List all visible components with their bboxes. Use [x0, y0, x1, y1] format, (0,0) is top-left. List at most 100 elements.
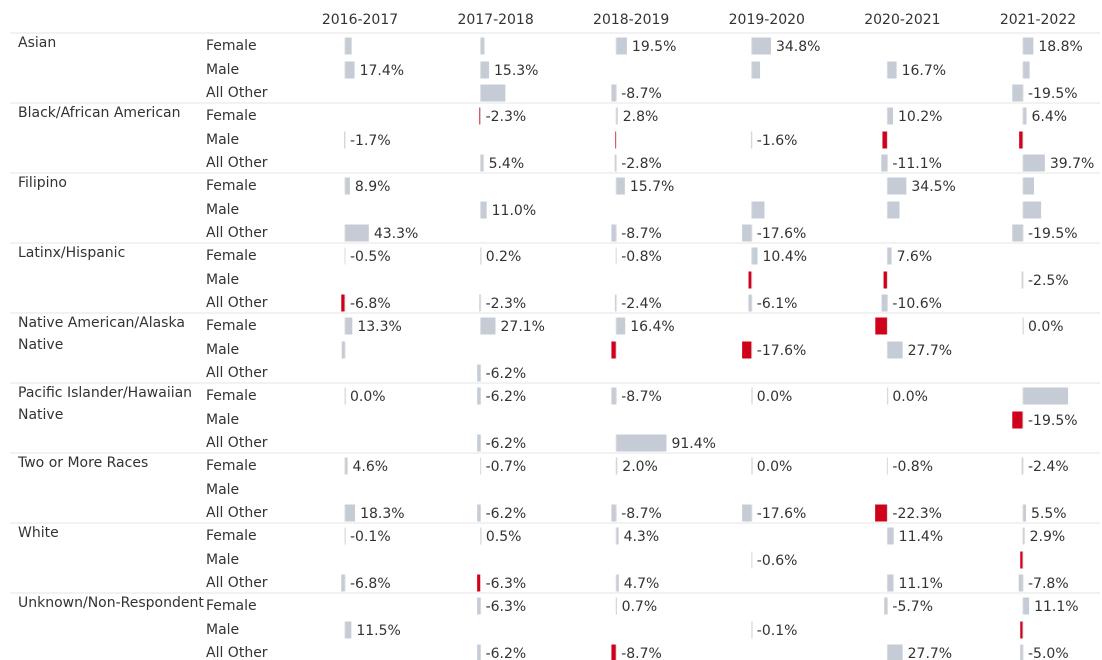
column-header: 2018-2019: [593, 12, 669, 28]
data-label: 34.8%: [776, 39, 820, 55]
data-label: 11.0%: [492, 203, 536, 219]
data-label: 4.6%: [353, 459, 389, 475]
subgroup-label: All Other: [206, 85, 268, 101]
bar: [616, 574, 619, 592]
bar: [611, 224, 617, 242]
subgroup-label: All Other: [206, 575, 268, 591]
bar: [614, 154, 617, 172]
subgroup-label: All Other: [206, 435, 268, 451]
data-label: -0.7%: [486, 459, 527, 475]
data-label: -8.7%: [621, 389, 662, 405]
subgroup-label: All Other: [206, 645, 268, 660]
column-header: 2020-2021: [864, 12, 940, 28]
bar: [345, 61, 355, 79]
data-label: 0.0%: [892, 389, 928, 405]
data-label: -19.5%: [1028, 226, 1078, 242]
data-label: 43.3%: [374, 226, 418, 242]
bar: [887, 644, 903, 660]
data-label: -17.6%: [757, 506, 807, 522]
data-label: -2.4%: [1028, 459, 1069, 475]
bar: [616, 107, 618, 125]
data-label: 34.5%: [911, 179, 955, 195]
bar: [611, 84, 617, 102]
bar: [748, 294, 752, 312]
bar: [1023, 107, 1027, 125]
data-label: 11.4%: [899, 529, 943, 545]
data-label: 16.4%: [630, 319, 674, 335]
subgroup-label: All Other: [206, 505, 268, 521]
column-header: 2021-2022: [1000, 12, 1076, 28]
bar: [1021, 457, 1023, 475]
bar: [1023, 154, 1045, 172]
bar: [887, 527, 894, 545]
group-label: Black/African American: [18, 105, 180, 121]
data-label: 0.2%: [486, 249, 522, 265]
bar: [477, 574, 481, 592]
data-label: 5.5%: [1031, 506, 1067, 522]
bar: [1018, 574, 1023, 592]
bar: [480, 154, 484, 172]
bar: [887, 247, 892, 265]
group-label: Native American/Alaska Native: [18, 315, 189, 353]
bar: [480, 84, 506, 102]
bar: [477, 387, 481, 405]
bar: [345, 224, 369, 242]
subgroup-label: Female: [206, 38, 257, 54]
data-label: 18.3%: [360, 506, 404, 522]
data-label: -8.7%: [621, 226, 662, 242]
bar: [1012, 411, 1023, 429]
data-label: 6.4%: [1032, 109, 1068, 125]
data-label: 10.2%: [898, 109, 942, 125]
bar: [1021, 271, 1023, 289]
bar: [875, 504, 888, 522]
data-label: 27.1%: [501, 319, 545, 335]
bar: [1020, 551, 1023, 569]
data-label: 18.8%: [1038, 39, 1082, 55]
bar: [1023, 61, 1030, 79]
data-label: -6.8%: [350, 576, 391, 592]
data-label: 11.5%: [356, 623, 400, 639]
group-label: Filipino: [18, 175, 67, 191]
bar: [742, 504, 752, 522]
bar: [751, 201, 765, 219]
data-label: -0.6%: [757, 553, 798, 569]
subgroup-label: Female: [206, 248, 257, 264]
bar: [1023, 37, 1034, 55]
data-label: 27.7%: [908, 646, 952, 660]
data-label: -6.2%: [486, 506, 527, 522]
data-label: -0.1%: [757, 623, 798, 639]
bar: [1023, 387, 1069, 405]
data-label: -6.2%: [486, 436, 527, 452]
bar: [751, 37, 771, 55]
data-label: 0.0%: [757, 459, 793, 475]
bar: [479, 294, 481, 312]
data-label: -17.6%: [757, 226, 807, 242]
data-label: -10.6%: [892, 296, 942, 312]
bar: [881, 294, 888, 312]
bar: [884, 597, 888, 615]
bar: [479, 107, 481, 125]
bar: [345, 504, 356, 522]
data-label: -2.5%: [1028, 273, 1069, 289]
data-label: -6.1%: [757, 296, 798, 312]
bar: [882, 131, 888, 149]
subgroup-label: Male: [206, 272, 239, 288]
bar: [477, 364, 481, 382]
subgroup-label: Female: [206, 528, 257, 544]
data-label: -19.5%: [1028, 413, 1078, 429]
subgroup-label: Male: [206, 412, 239, 428]
data-label: 27.7%: [908, 343, 952, 359]
data-label: -1.7%: [350, 133, 391, 149]
bar: [1012, 224, 1023, 242]
data-label: 5.4%: [489, 156, 525, 172]
data-label: 39.7%: [1050, 156, 1094, 172]
data-label: -5.0%: [1028, 646, 1069, 660]
data-label: -1.6%: [757, 133, 798, 149]
data-label: -0.5%: [350, 249, 391, 265]
subgroup-label: All Other: [206, 365, 268, 381]
bar: [341, 294, 345, 312]
bar: [616, 37, 627, 55]
bar: [1023, 504, 1027, 522]
bar: [345, 457, 348, 475]
